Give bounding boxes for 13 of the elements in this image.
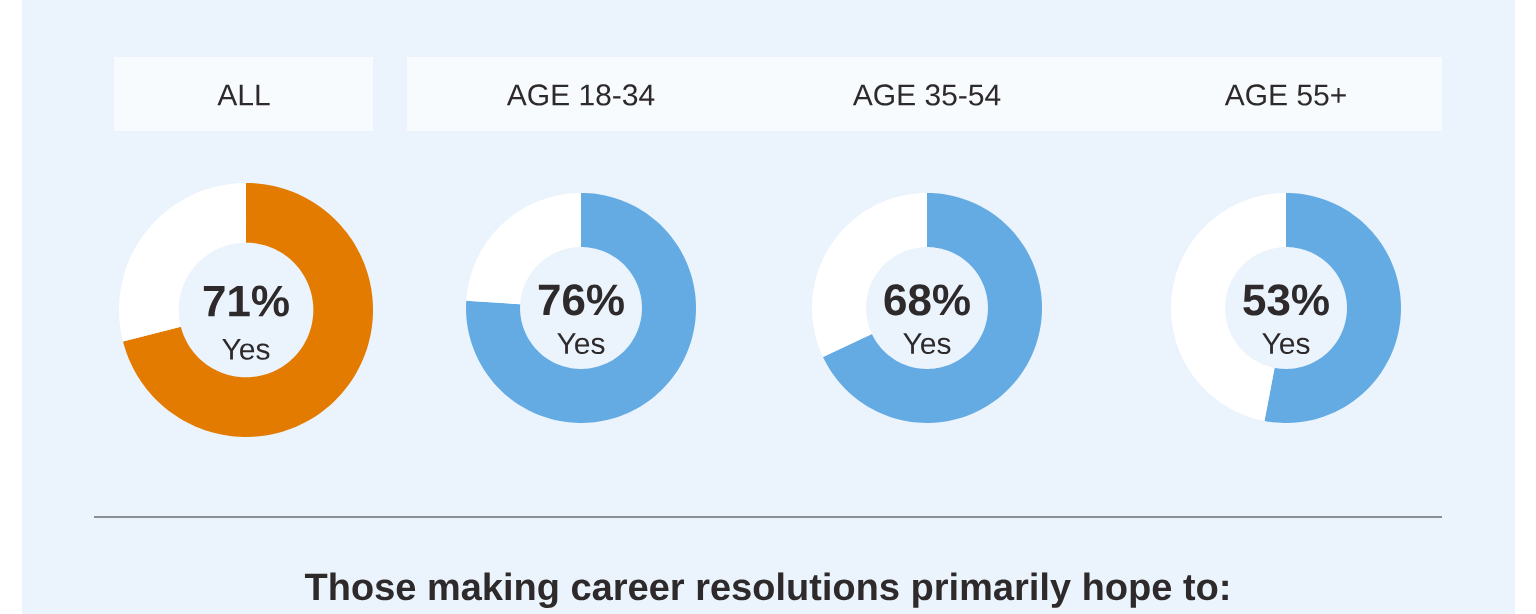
chart-title: ALL [217,84,270,106]
data-label: 53% [1243,284,1329,316]
chart-title: AGE 55+ [1224,84,1346,106]
data-label: 68% [884,284,970,316]
data-label: 76% [538,284,624,316]
slice-label: Yes [1262,333,1310,355]
slice-label: Yes [557,333,605,355]
slice-label: Yes [903,333,951,355]
chart-title: AGE 35-54 [852,84,1001,106]
chart-title: AGE 18-34 [506,84,655,106]
slice-label: Yes [222,338,270,360]
text: Those making career resolutions primarily hope to: [304,572,1228,609]
data-label: 71% [203,285,289,317]
